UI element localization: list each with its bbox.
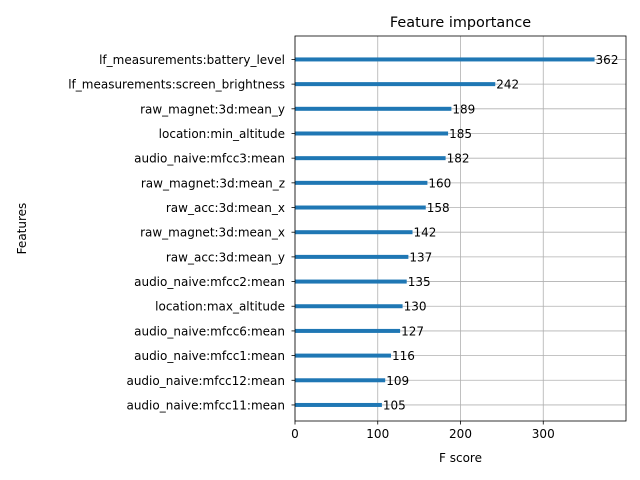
bar-value-label: 137 — [409, 250, 432, 264]
bar — [295, 402, 382, 407]
bar — [295, 82, 496, 87]
x-tick-label: 100 — [366, 427, 389, 441]
bar — [295, 106, 452, 111]
bar — [295, 353, 391, 358]
bar — [295, 279, 407, 284]
y-tick-label: lf_measurements:screen_brightness — [68, 78, 285, 92]
bar-value-label: 135 — [408, 275, 431, 289]
bar — [295, 180, 428, 185]
bar-value-label: 109 — [386, 374, 409, 388]
bar — [295, 328, 401, 333]
bar-value-label: 130 — [404, 300, 427, 314]
x-tick-label: 0 — [291, 427, 299, 441]
bar-value-label: 116 — [392, 349, 415, 363]
bar-value-label: 185 — [449, 127, 472, 141]
bar — [295, 205, 426, 210]
y-tick-label: raw_acc:3d:mean_y — [166, 250, 285, 264]
x-tick-label: 300 — [532, 427, 555, 441]
y-tick-label: location:min_altitude — [159, 127, 285, 141]
bars — [295, 57, 595, 407]
bar-value-label: 189 — [452, 102, 475, 116]
y-tick-label: audio_naive:mfcc11:mean — [126, 398, 285, 412]
y-tick-label: audio_naive:mfcc6:mean — [134, 324, 285, 338]
y-tick-label: audio_naive:mfcc12:mean — [126, 374, 285, 388]
y-tick-label: location:max_altitude — [155, 300, 285, 314]
x-axis-label: F score — [439, 451, 482, 465]
bar-value-label: 105 — [383, 398, 406, 412]
x-axis-ticks: 0 100 200 300 — [291, 421, 555, 441]
y-tick-label: audio_naive:mfcc1:mean — [134, 349, 285, 363]
y-tick-label: raw_magnet:3d:mean_y — [140, 102, 285, 116]
bar — [295, 378, 386, 383]
bar-value-label: 160 — [428, 176, 451, 190]
bar — [295, 304, 403, 309]
y-tick-label: raw_acc:3d:mean_x — [166, 201, 285, 215]
y-axis-ticks: lf_measurements:battery_level lf_measurem… — [68, 53, 295, 412]
bar-value-label: 158 — [427, 201, 450, 215]
bar — [295, 156, 446, 161]
bar — [295, 57, 595, 62]
y-tick-label: lf_measurements:battery_level — [99, 53, 285, 67]
bar-value-label: 127 — [401, 324, 424, 338]
bar — [295, 131, 449, 136]
bar-labels: 362 242 189 185 182 160 158 142 137 135 130 127 116 1… — [383, 53, 619, 413]
bar — [295, 254, 409, 259]
y-tick-label: raw_magnet:3d:mean_z — [141, 176, 285, 190]
y-tick-label: audio_naive:mfcc2:mean — [134, 275, 285, 289]
bar — [295, 230, 413, 235]
y-tick-label: raw_magnet:3d:mean_x — [140, 226, 285, 240]
chart-title: Feature importance — [390, 15, 531, 31]
y-tick-label: audio_naive:mfcc3:mean — [134, 152, 285, 166]
bar-value-label: 142 — [414, 226, 437, 240]
x-tick-label: 200 — [449, 427, 472, 441]
bar-value-label: 182 — [447, 152, 470, 166]
bar-value-label: 242 — [496, 78, 519, 92]
bar-value-label: 362 — [596, 53, 619, 67]
y-axis-label: Features — [15, 203, 29, 255]
